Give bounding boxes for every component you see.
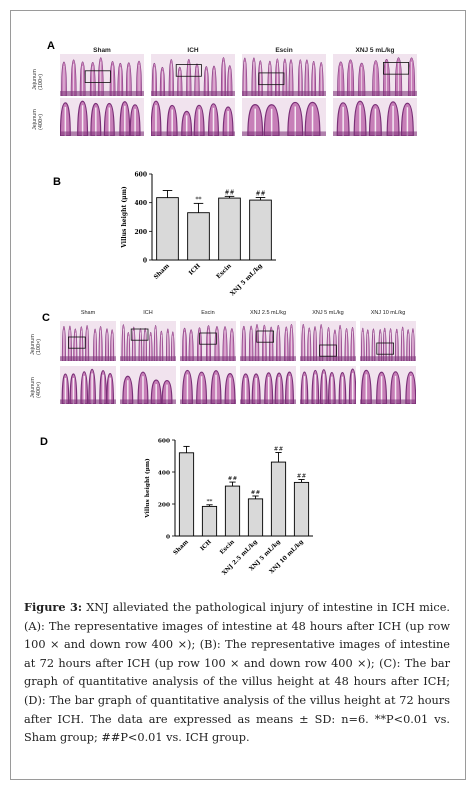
figure-caption: Figure 3: XNJ alleviated the pathologica…: [24, 598, 450, 748]
tile-title: Escin: [201, 310, 215, 316]
histology-image-100x: [60, 321, 116, 361]
histology-image-100x: [360, 321, 416, 361]
x-tick-label: ICH: [200, 539, 214, 553]
panel-letter-b: B: [53, 176, 61, 188]
row-label: Jejunum (400×): [30, 377, 42, 398]
histology-image-100x: [60, 54, 144, 96]
histology-image-100x: [333, 54, 417, 96]
bar: [247, 498, 264, 537]
bar: [270, 461, 287, 537]
significance-marker: ##: [228, 476, 238, 482]
x-tick-label: Escin: [219, 539, 236, 556]
x-tick-label: Escin: [215, 262, 233, 280]
significance-marker: ##: [251, 490, 261, 496]
histology-image-100x: [240, 321, 296, 361]
y-axis-label: Villus height (μm): [144, 458, 151, 519]
histology-image-100x: [242, 54, 326, 96]
significance-marker: ##: [297, 474, 307, 480]
tile-title: ICH: [143, 310, 153, 316]
bar: [178, 452, 195, 537]
bar: [249, 199, 272, 261]
y-tick-label: 600: [158, 439, 170, 445]
bar: [293, 481, 310, 537]
tile-title: Sham: [80, 310, 96, 316]
tile-title: Sham: [93, 47, 111, 54]
panel-letter-c: C: [42, 312, 50, 324]
tile-title: Escin: [275, 47, 293, 54]
row-label: Jejunum (100×): [32, 69, 44, 90]
tile-title: XNJ 2.5 mL/kg: [249, 310, 287, 316]
tile-title: XNJ 5 mL/kg: [355, 47, 395, 54]
bar: [156, 197, 179, 261]
caption-label: Figure 3:: [24, 600, 83, 614]
significance-marker: **: [207, 499, 213, 505]
histology-image-400x: [60, 98, 144, 136]
bar: [218, 197, 241, 261]
x-tick-label: Sham: [153, 262, 172, 281]
histology-image-400x: [300, 366, 356, 404]
panel-letter-a: A: [47, 40, 55, 52]
histology-image-400x: [60, 366, 116, 404]
tile-title: XNJ 10 mL/kg: [370, 310, 406, 316]
y-tick-label: 0: [166, 535, 170, 541]
histology-image-100x: [120, 321, 176, 361]
chart-b-svg: 0 200 400 600 Villus height (μm) Sham ** ICH ## E…: [121, 172, 276, 298]
row-label: Jejunum (100×): [30, 334, 42, 355]
histology-image-400x: [151, 98, 235, 136]
x-tick-label: XNJ 5 mL/kg: [229, 262, 265, 298]
bar: [187, 212, 210, 261]
y-tick-label: 0: [143, 258, 147, 265]
histology-image-100x: [180, 321, 236, 361]
histology-image-400x: [360, 366, 416, 404]
chart-d-svg: 0 200 400 600 Villus height (μm) Sham ** ICH ## E…: [144, 439, 313, 577]
significance-marker: ##: [274, 446, 284, 452]
row-label: Jejunum (400×): [32, 109, 44, 130]
x-tick-label: ICH: [188, 262, 203, 277]
bar: [201, 505, 218, 537]
y-tick-label: 200: [158, 503, 170, 509]
histology-image-100x: [300, 321, 356, 361]
y-tick-label: 400: [158, 471, 170, 477]
y-axis-label: Villus height (μm): [121, 186, 128, 249]
panel-letter-d: D: [40, 436, 48, 448]
y-tick-label: 400: [134, 200, 147, 207]
significance-marker: ##: [224, 189, 234, 196]
significance-marker: **: [196, 196, 202, 203]
x-tick-label: Sham: [173, 539, 190, 556]
y-tick-label: 600: [134, 172, 147, 179]
caption-text: XNJ alleviated the pathological injury o…: [24, 601, 450, 745]
histology-image-400x: [240, 366, 296, 404]
histology-image-400x: [242, 98, 326, 136]
y-tick-label: 200: [134, 229, 147, 236]
histology-image-400x: [333, 98, 417, 136]
tile-title: XNJ 5 mL/kg: [312, 310, 344, 316]
histology-image-400x: [120, 366, 176, 404]
significance-marker: ##: [255, 191, 265, 198]
bar: [224, 485, 241, 537]
tile-title: ICH: [187, 47, 199, 54]
histology-image-100x: [151, 54, 235, 96]
histology-image-400x: [180, 366, 236, 404]
